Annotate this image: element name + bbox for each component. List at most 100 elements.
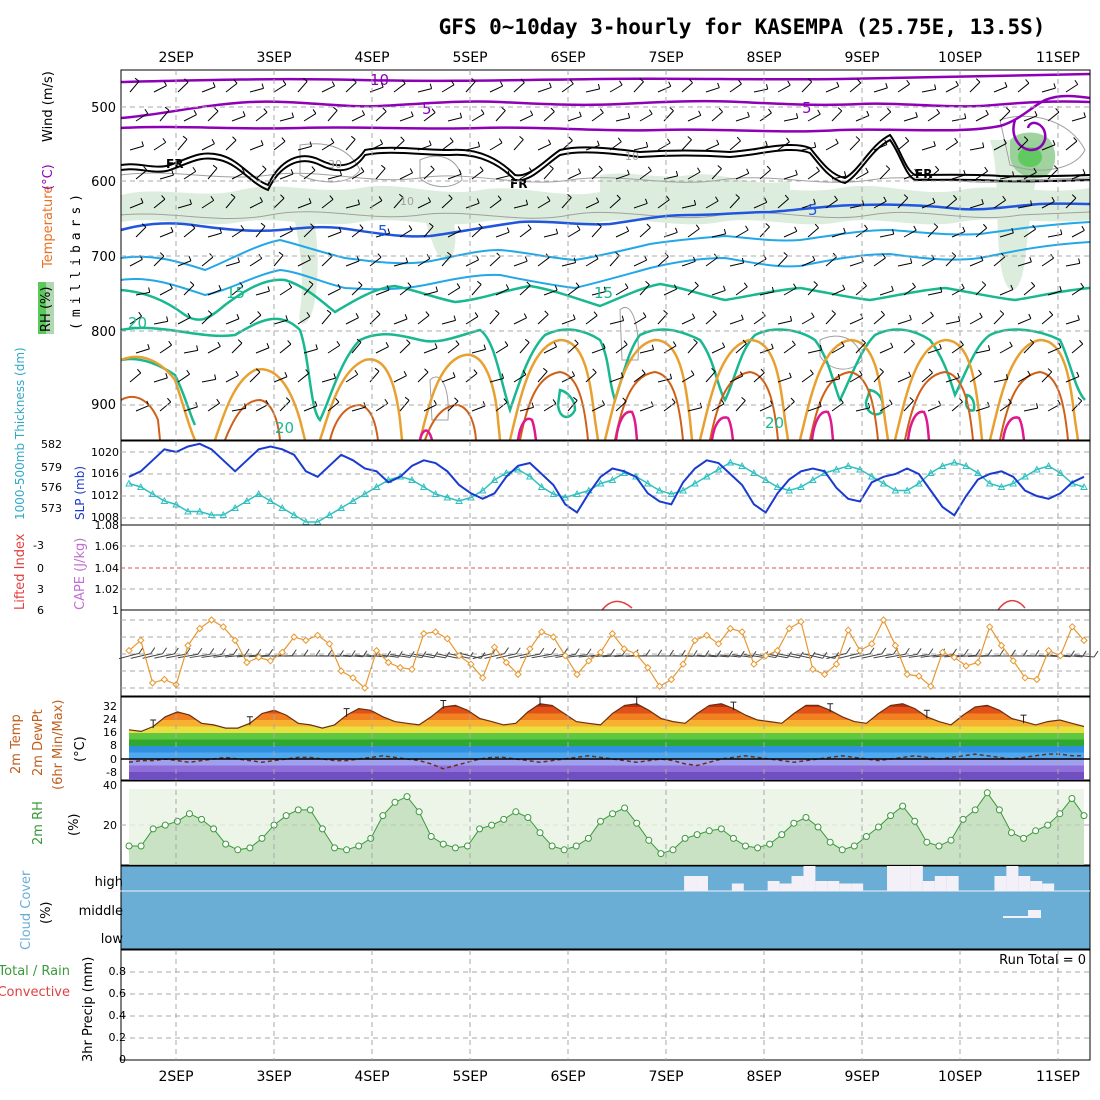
upper-air-panel: 10 5 5 FR FR FR 5 5 15 15 20 20 20 10 30… (38, 69, 1091, 441)
cloud-high-bars (684, 866, 1055, 891)
wind-label: Wind (m/s) (41, 71, 56, 142)
cloud-high-bar (803, 866, 816, 891)
thickness-point (667, 489, 676, 497)
wind10m-point (927, 682, 935, 691)
wind10m-point (478, 674, 487, 682)
thickness-point (926, 468, 935, 476)
cloud-high-bar (1018, 876, 1031, 891)
minmax-markers (150, 696, 1027, 729)
wind10m-point (361, 684, 369, 692)
rh2m-point (742, 842, 750, 850)
cloud-high-bar (815, 881, 828, 891)
rh2m-point (572, 842, 580, 850)
thickness-point (750, 468, 758, 476)
top-date-8SEP: 8SEP (746, 50, 781, 66)
rh-tick-40: 40 (103, 779, 117, 792)
wind10m-point (738, 628, 746, 636)
wind10m-point (691, 636, 699, 645)
rh2m-point (669, 846, 677, 854)
wind10m-point (915, 672, 923, 680)
rh2m-point (826, 838, 834, 846)
lifted-index-label: Lifted Index (13, 533, 28, 610)
thickness-point (325, 510, 334, 518)
purple-contours (120, 72, 1091, 152)
rh2m-point (149, 825, 157, 833)
wind10m-point (703, 631, 711, 640)
rh2m-point (488, 821, 496, 829)
thickness-point (903, 486, 911, 494)
temperature-unit-label: (°C) (41, 164, 56, 190)
cloud-high-bar (684, 876, 697, 891)
rh2m-label: 2m RH (31, 801, 46, 845)
wind10m-point (372, 646, 381, 655)
thickness-point (549, 489, 558, 497)
vertical-day-grid (121, 70, 1090, 1060)
cloud-high-bar (696, 876, 708, 891)
wind10m-point (313, 631, 322, 640)
rh2m-point (596, 817, 604, 825)
tick-600: 600 (91, 175, 116, 190)
wind10m-point (974, 658, 982, 667)
top-date-6SEP: 6SEP (550, 50, 585, 66)
thickness-point (997, 482, 1006, 490)
temp-tick-0: 0 (110, 753, 117, 766)
thickness-point (160, 496, 169, 504)
rh2m-point (766, 840, 774, 848)
rh2m-point (850, 842, 858, 850)
wind10m-panel (118, 609, 1099, 697)
rh2m-point (222, 840, 230, 848)
wind10m-point (879, 616, 888, 624)
wind10m-point (844, 626, 852, 634)
cloud-high-bar (934, 876, 947, 891)
wind10m-point (985, 623, 994, 631)
thickness-point (808, 475, 817, 483)
precip-tick-0: 0 (119, 1053, 126, 1066)
wind10m-point (231, 636, 239, 645)
bottom-date-6SEP: 6SEP (550, 1069, 585, 1085)
upper-contour-labels: 10 5 5 FR FR FR 5 5 15 15 20 20 20 10 30… (128, 71, 932, 437)
wind10m-point (302, 636, 310, 645)
cloud-cover-label: Cloud Cover (19, 870, 34, 950)
rh2m-point (887, 812, 895, 820)
wind10m-point (1056, 651, 1065, 660)
wind10m-point (655, 682, 664, 691)
wind10m-point (278, 648, 286, 657)
wind10m-point (1044, 646, 1053, 655)
li-tick-3: 3 (37, 583, 44, 596)
top-date-9SEP: 9SEP (844, 50, 879, 66)
thickness-point (773, 482, 782, 490)
thickness-point (974, 468, 982, 476)
thick-tick-576: 576 (41, 481, 62, 494)
thickness-point (950, 458, 959, 466)
thick-tick-579: 579 (41, 461, 62, 474)
thickness-point (702, 472, 711, 480)
thickness-point (679, 486, 687, 494)
lifted-index-bump-1 (601, 600, 633, 611)
label-blue-5-b: 5 (808, 201, 818, 219)
label-rh-10b: 10 (400, 195, 414, 208)
wind10m-point (467, 660, 475, 668)
rh2m-point (367, 834, 375, 842)
label-15-a: 15 (226, 284, 245, 302)
rh2m-point (802, 814, 810, 821)
thickness-point (478, 486, 487, 494)
label-20-a: 20 (128, 314, 147, 332)
precip-tick-06: 0.6 (109, 987, 127, 1000)
rh2m-point (754, 844, 762, 852)
temp-band (129, 772, 1084, 780)
rh2m-point (983, 789, 991, 797)
wind10m-point (773, 646, 782, 655)
wind10m-point (726, 624, 735, 633)
cloud-high-bar (731, 883, 744, 891)
wind10m-point (266, 657, 275, 665)
temp-tick-m8: -8 (106, 766, 117, 779)
tick-700: 700 (91, 250, 116, 265)
rh2m-point (621, 804, 629, 812)
top-date-5SEP: 5SEP (452, 50, 487, 66)
cape-tick-1: 1 (112, 604, 119, 617)
rh2m-point (838, 846, 846, 854)
magenta-contours (418, 410, 1026, 441)
rh2m-point (657, 850, 665, 858)
thickness-line (128, 461, 1085, 523)
